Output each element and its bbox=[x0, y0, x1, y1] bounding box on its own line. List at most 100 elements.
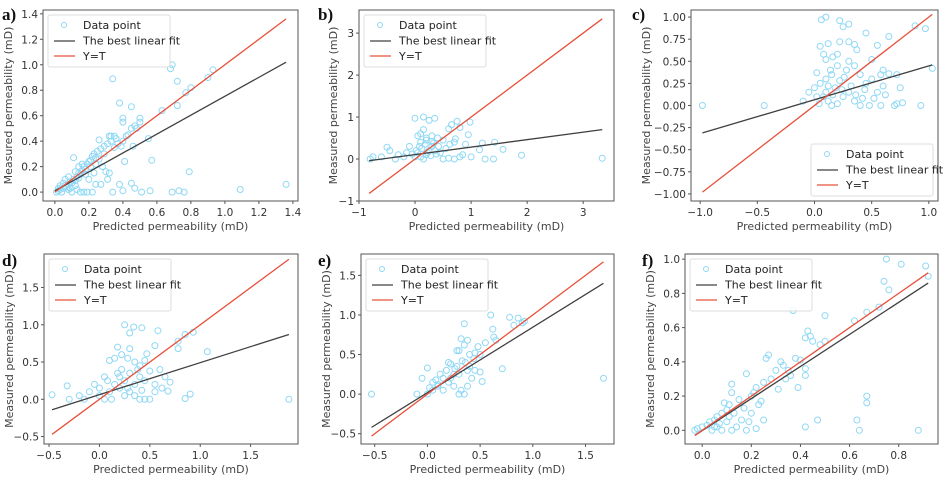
data-point bbox=[747, 409, 755, 417]
data-point bbox=[843, 66, 850, 74]
y-tick-label: 1.00 bbox=[663, 12, 686, 24]
y-tick-label: 0.4 bbox=[21, 136, 38, 148]
data-point bbox=[733, 423, 741, 431]
data-point bbox=[435, 142, 443, 150]
data-point bbox=[126, 329, 134, 337]
best-fit-line bbox=[694, 282, 929, 436]
data-point bbox=[805, 88, 813, 96]
data-point bbox=[868, 75, 876, 83]
legend: Data point The best linear fit Y=T bbox=[47, 14, 181, 68]
data-point bbox=[158, 384, 166, 392]
data-point bbox=[827, 66, 834, 74]
data-point bbox=[481, 339, 489, 347]
legend-label: The best linear fit bbox=[82, 35, 181, 48]
data-point bbox=[922, 262, 930, 270]
data-point bbox=[442, 366, 450, 374]
x-tick-label: 0.0 bbox=[806, 207, 823, 219]
data-point bbox=[462, 140, 469, 148]
data-point bbox=[127, 103, 135, 111]
data-point bbox=[852, 91, 860, 99]
data-point bbox=[728, 426, 736, 434]
x-axis-title: Predicted permeability (mD) bbox=[93, 220, 249, 233]
data-point bbox=[95, 155, 103, 163]
legend-marker-data-point bbox=[377, 22, 383, 28]
data-point bbox=[510, 321, 518, 329]
legend-marker-data-point bbox=[824, 151, 830, 157]
data-point bbox=[432, 150, 440, 158]
chart-panel: f) 0.0 0.2 0.4 0.6 0.8 0.0 0.2 0.4 0.6 0.8 1.0 Predi… bbox=[642, 251, 939, 476]
data-point bbox=[506, 313, 514, 321]
scatter-series bbox=[691, 255, 932, 434]
data-point bbox=[138, 324, 146, 332]
data-point bbox=[863, 399, 871, 407]
x-tick-label: 1.0 bbox=[192, 450, 209, 462]
legend-label: The best linear fit bbox=[83, 279, 182, 292]
panel-label: d) bbox=[2, 251, 17, 270]
data-point bbox=[146, 395, 154, 403]
data-point bbox=[877, 102, 885, 109]
data-point bbox=[75, 392, 83, 400]
data-point bbox=[828, 102, 836, 109]
data-point bbox=[168, 188, 176, 196]
data-point bbox=[856, 102, 864, 109]
data-point bbox=[432, 376, 440, 384]
chart-panel: b) −1 0 1 2 3 −1 0 1 2 3 Predicted permeability (mD… bbox=[318, 5, 615, 233]
legend-box bbox=[365, 258, 489, 312]
data-point bbox=[116, 373, 124, 381]
y-axis-title: Measured permeability (mD) bbox=[644, 270, 657, 428]
legend-box bbox=[689, 258, 813, 312]
data-point bbox=[863, 392, 871, 400]
data-point bbox=[119, 118, 127, 126]
data-point bbox=[498, 365, 506, 373]
data-point bbox=[824, 97, 832, 105]
y-tick-label: 0.8 bbox=[21, 85, 38, 97]
legend-label: Data point bbox=[84, 263, 143, 276]
data-point bbox=[520, 317, 528, 325]
data-point bbox=[174, 345, 182, 353]
data-point bbox=[146, 187, 154, 195]
data-point bbox=[765, 351, 772, 359]
data-point bbox=[881, 91, 889, 99]
identity-line bbox=[702, 13, 933, 193]
data-point bbox=[127, 179, 135, 187]
x-tick-label: 0 bbox=[412, 207, 419, 219]
data-point bbox=[156, 366, 164, 373]
data-point bbox=[141, 395, 149, 403]
x-tick-label: 0.5 bbox=[472, 450, 489, 462]
data-point bbox=[100, 150, 108, 158]
data-point bbox=[467, 153, 475, 161]
data-point bbox=[491, 138, 499, 146]
legend: Data point The best linear fit Y=T bbox=[365, 258, 499, 312]
y-tick-label: 1.5 bbox=[339, 270, 356, 282]
data-point bbox=[136, 118, 144, 126]
data-point bbox=[460, 390, 468, 398]
data-point bbox=[118, 366, 126, 373]
y-tick-label: −0.75 bbox=[654, 167, 686, 179]
legend-label: Data point bbox=[399, 19, 458, 32]
legend-marker-data-point bbox=[62, 266, 68, 272]
data-point bbox=[478, 378, 486, 385]
data-point bbox=[124, 354, 132, 362]
data-point bbox=[873, 41, 881, 49]
data-point bbox=[457, 335, 465, 343]
data-point bbox=[126, 345, 134, 353]
legend: Data point The best linear fit Y=T bbox=[689, 258, 823, 312]
data-point bbox=[499, 145, 507, 153]
y-tick-label: 0.50 bbox=[663, 56, 686, 68]
y-tick-label: 0.5 bbox=[339, 350, 356, 362]
y-tick-label: 0.00 bbox=[663, 101, 686, 113]
data-point bbox=[413, 390, 421, 398]
y-tick-label: 0.4 bbox=[663, 357, 680, 369]
data-point bbox=[824, 40, 832, 48]
y-axis-title: Measured permeability (mD) bbox=[320, 270, 333, 428]
data-point bbox=[185, 168, 193, 176]
data-point bbox=[386, 147, 394, 155]
data-point bbox=[63, 382, 71, 390]
data-point bbox=[839, 93, 847, 101]
panel-label: f) bbox=[642, 251, 653, 270]
data-point bbox=[464, 336, 471, 344]
data-point bbox=[839, 23, 847, 31]
identity-line bbox=[368, 18, 603, 194]
x-axis-title: Predicted permeability (mD) bbox=[734, 463, 890, 476]
data-point bbox=[840, 73, 848, 81]
